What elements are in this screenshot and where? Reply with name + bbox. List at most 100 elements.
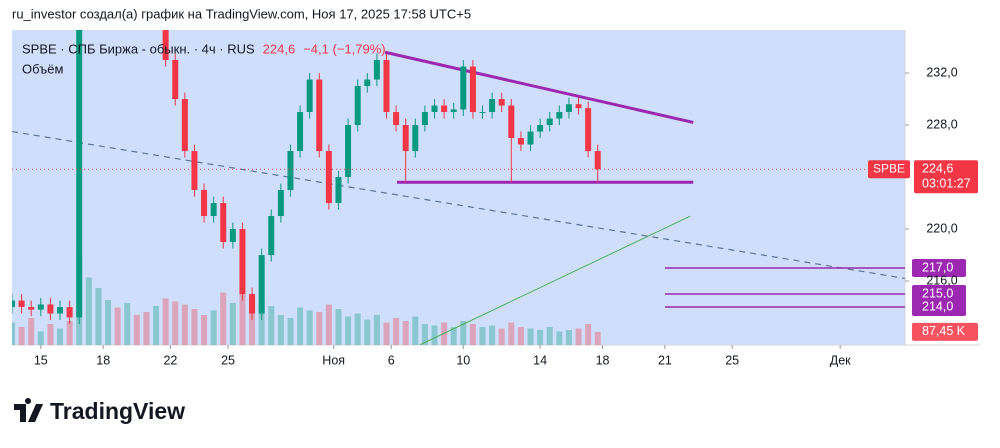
volume-bar xyxy=(28,318,35,345)
volume-bar xyxy=(37,331,44,345)
volume-badge-text: 87,45 K xyxy=(922,324,966,338)
candle-body xyxy=(28,307,35,310)
volume-bar xyxy=(354,313,361,345)
header: ru_investor создал(а) график на TradingV… xyxy=(12,6,471,21)
x-tick-label: 25 xyxy=(725,353,739,367)
volume-bar xyxy=(517,327,524,345)
candle-body xyxy=(18,300,25,308)
candle-body xyxy=(460,66,467,110)
candle-body xyxy=(57,307,64,314)
candle-body xyxy=(431,105,438,113)
volume-bar xyxy=(537,330,544,345)
candle-body xyxy=(191,151,198,191)
volume-bar xyxy=(383,322,390,345)
symbol-badge-text: SPBE xyxy=(873,161,905,175)
volume-badge xyxy=(912,322,978,341)
volume-bar xyxy=(460,321,467,345)
volume-bar xyxy=(162,298,169,345)
x-tick-label: Дек xyxy=(830,353,851,367)
volume-bar xyxy=(105,300,112,345)
candle-body xyxy=(201,190,208,217)
x-tick-label: 22 xyxy=(163,353,177,367)
candle-body xyxy=(268,216,275,256)
volume-bar xyxy=(153,306,160,345)
candle-body xyxy=(66,307,73,318)
volume-bar xyxy=(498,328,505,345)
legend-change: −4,1 (−1,79%) xyxy=(303,41,385,56)
candle-body xyxy=(441,105,448,113)
candle-body xyxy=(297,112,304,152)
volume-bar xyxy=(143,312,150,345)
volume-bar xyxy=(431,325,438,345)
volume-bar xyxy=(421,324,428,345)
level-badge xyxy=(912,298,966,317)
volume-bar xyxy=(124,303,131,345)
candle-body xyxy=(479,112,486,114)
y-tick-label: 220,0 xyxy=(926,221,957,235)
x-tick-label: 6 xyxy=(388,353,395,367)
candle-body xyxy=(335,177,342,204)
candle-body xyxy=(373,60,380,80)
x-tick-label: 25 xyxy=(221,353,235,367)
x-tick-label: 15 xyxy=(34,353,48,367)
volume-bar xyxy=(489,325,496,345)
volume-bar xyxy=(594,331,601,345)
volume-bar xyxy=(249,297,256,345)
volume-bar xyxy=(201,315,208,345)
legend-price: 224,6 xyxy=(263,41,296,56)
trend-line xyxy=(12,130,905,280)
price-badge xyxy=(914,160,978,194)
volume-bar xyxy=(287,318,294,345)
candle-body xyxy=(220,203,227,243)
candle-body xyxy=(498,99,505,106)
volume-bar xyxy=(66,321,73,345)
symbol-badge xyxy=(868,160,910,179)
volume-bar xyxy=(450,327,457,345)
candle-body xyxy=(537,125,544,132)
volume-bar xyxy=(114,307,121,345)
volume-bar xyxy=(210,310,217,345)
plot-area xyxy=(12,30,905,345)
brand-logo xyxy=(14,398,43,422)
candle-body xyxy=(287,151,294,191)
brand-name: TradingView xyxy=(50,398,185,424)
candle-body xyxy=(508,105,515,139)
volume-bar xyxy=(191,309,198,345)
volume-bar xyxy=(229,303,236,345)
x-tick-label: 14 xyxy=(533,353,547,367)
volume-bar xyxy=(172,301,179,345)
legend-volume: Объём xyxy=(22,61,63,76)
price-badge-text: 224,6 xyxy=(922,162,953,176)
volume-bar xyxy=(373,315,380,345)
x-tick-label: 21 xyxy=(658,353,672,367)
volume-bar xyxy=(325,304,332,345)
candle-body xyxy=(229,229,236,243)
volume-bar xyxy=(95,288,102,345)
volume-bar xyxy=(565,330,572,345)
candle-body xyxy=(450,109,457,113)
volume-bar xyxy=(239,285,246,345)
candle-body xyxy=(325,151,332,204)
volume-bar xyxy=(345,316,352,345)
volume-bar xyxy=(85,277,92,345)
candle-body xyxy=(316,79,323,152)
volume-bar xyxy=(220,292,227,345)
candle-body xyxy=(469,66,476,113)
volume-bar xyxy=(258,300,265,345)
volume-bar xyxy=(393,318,400,345)
candle-body xyxy=(12,300,15,308)
candle-body xyxy=(210,203,217,217)
x-tick-label: 10 xyxy=(456,353,470,367)
candle-body xyxy=(585,108,592,152)
volume-bar xyxy=(57,328,64,345)
candle-body xyxy=(354,86,361,126)
trend-line xyxy=(419,215,691,345)
candle-body xyxy=(172,60,179,100)
volume-bar xyxy=(12,322,15,345)
candle-body xyxy=(393,112,400,126)
x-tick-label: 18 xyxy=(96,353,110,367)
volume-bar xyxy=(268,306,275,345)
candle-body xyxy=(489,99,496,113)
legend-symbol: SPBE · СПБ Биржа - обыкн. · 4ч · RUS xyxy=(22,41,255,56)
